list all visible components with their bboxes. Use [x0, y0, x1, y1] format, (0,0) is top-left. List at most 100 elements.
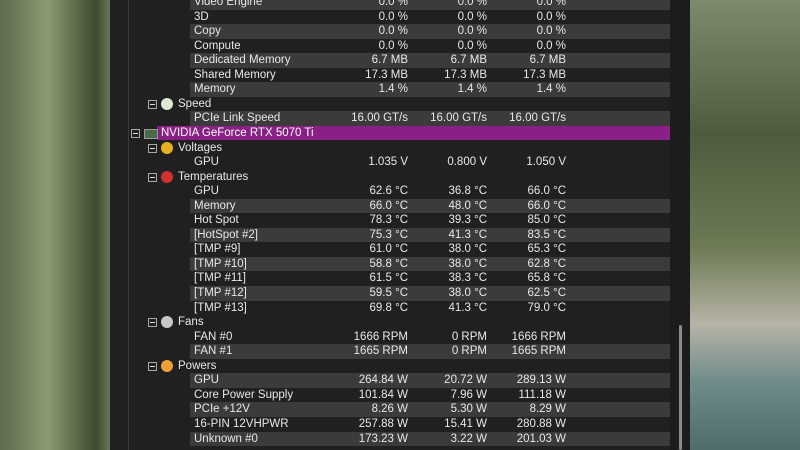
- group-row[interactable]: Fans: [0, 315, 670, 330]
- scroll-thumb[interactable]: [679, 325, 682, 450]
- current-value: 264.84 W: [358, 374, 408, 387]
- sensor-label: FAN #0: [194, 330, 233, 343]
- sensor-label: Unknown #0: [194, 432, 258, 445]
- sensor-row[interactable]: PCIe Link Speed 16.00 GT/s 16.00 GT/s 16.00…: [0, 111, 670, 126]
- min-value: 0.0 %: [457, 39, 487, 52]
- current-value: 1666 RPM: [353, 330, 408, 343]
- min-value: 6.7 MB: [450, 54, 487, 67]
- sensor-row[interactable]: [TMP #13] 69.8 °C 41.3 °C 79.0 °C: [0, 301, 670, 316]
- group-row[interactable]: Temperatures: [0, 170, 670, 185]
- row-stripe: [190, 256, 670, 272]
- current-value: 16.00 GT/s: [351, 112, 408, 125]
- max-value: 201.03 W: [516, 432, 566, 445]
- device-label: NVIDIA GeForce RTX 5070 Ti: [161, 126, 314, 139]
- device-icon: [144, 128, 158, 139]
- current-value: 0.0 %: [378, 0, 408, 8]
- sensor-row[interactable]: Memory 1.4 % 1.4 % 1.4 %: [0, 82, 670, 97]
- sensor-row[interactable]: Core Power Supply 101.84 W 7.96 W 111.18 W: [0, 388, 670, 403]
- scrollbar[interactable]: [670, 0, 690, 450]
- min-value: 36.8 °C: [448, 185, 487, 198]
- sensor-row[interactable]: Unknown #0 173.23 W 3.22 W 201.03 W: [0, 432, 670, 447]
- collapse-box[interactable]: [131, 128, 140, 138]
- current-value: 1665 RPM: [353, 345, 408, 358]
- sensor-label: 3D: [194, 10, 209, 23]
- row-stripe: [190, 111, 670, 126]
- min-value: 1.4 %: [457, 83, 487, 96]
- sensor-label: Hot Spot: [194, 214, 239, 227]
- min-value: 38.0 °C: [448, 257, 487, 270]
- row-stripe: [190, 373, 670, 388]
- group-icon: [161, 97, 173, 110]
- min-value: 38.3 °C: [448, 272, 487, 285]
- min-value: 39.3 °C: [448, 214, 487, 227]
- sensor-row[interactable]: PCIe +12V 8.26 W 5.30 W 8.29 W: [0, 402, 670, 417]
- sensor-row[interactable]: Shared Memory 17.3 MB 17.3 MB 17.3 MB: [0, 68, 670, 83]
- max-value: 0.0 %: [536, 25, 566, 38]
- max-value: 1.050 V: [526, 156, 566, 169]
- group-label: Speed: [178, 97, 212, 110]
- group-label: Voltages: [178, 141, 223, 154]
- sensor-label: Copy: [194, 25, 221, 38]
- sensor-row[interactable]: FAN #0 1666 RPM 0 RPM 1666 RPM: [0, 330, 670, 345]
- sensor-label: PCIe +12V: [194, 403, 250, 416]
- sensor-label: GPU: [194, 156, 219, 169]
- sensor-label: Dedicated Memory: [194, 54, 291, 67]
- current-value: 6.7 MB: [371, 54, 408, 67]
- current-value: 61.0 °C: [369, 243, 408, 256]
- sensor-row[interactable]: Hot Spot 78.3 °C 39.3 °C 85.0 °C: [0, 213, 670, 228]
- device-row[interactable]: NVIDIA GeForce RTX 5070 Ti: [0, 126, 670, 141]
- current-value: 1.035 V: [368, 156, 408, 169]
- max-value: 1666 RPM: [511, 330, 566, 343]
- sensor-row[interactable]: FAN #1 1665 RPM 0 RPM 1665 RPM: [0, 344, 670, 359]
- sensor-row[interactable]: Compute 0.0 % 0.0 % 0.0 %: [0, 39, 670, 54]
- sensor-row[interactable]: [TMP #11] 61.5 °C 38.3 °C 65.8 °C: [0, 271, 670, 286]
- group-row[interactable]: Voltages: [0, 141, 670, 156]
- collapse-box[interactable]: [148, 172, 157, 182]
- collapse-box[interactable]: [148, 143, 157, 153]
- sensor-row[interactable]: GPU 62.6 °C 36.8 °C 66.0 °C: [0, 184, 670, 199]
- group-icon: [161, 316, 173, 329]
- sensor-row[interactable]: 16-PIN 12VHPWR 257.88 W 15.41 W 280.88 W: [0, 417, 670, 432]
- row-stripe: [190, 53, 670, 68]
- min-value: 0.0 %: [457, 10, 487, 23]
- sensor-row[interactable]: GPU 264.84 W 20.72 W 289.13 W: [0, 373, 670, 388]
- sensor-label: [TMP #12]: [194, 287, 247, 299]
- min-value: 17.3 MB: [444, 68, 487, 81]
- current-value: 66.0 °C: [369, 199, 408, 212]
- min-value: 0.0 %: [457, 0, 487, 8]
- group-icon: [161, 359, 173, 372]
- sensor-label: GPU: [194, 374, 219, 387]
- collapse-box[interactable]: [148, 361, 157, 371]
- device-highlight: [157, 125, 670, 141]
- sensor-label: GPU: [194, 185, 219, 198]
- sensor-row[interactable]: 3D 0.0 % 0.0 % 0.0 %: [0, 10, 670, 25]
- collapse-box[interactable]: [148, 318, 157, 328]
- min-value: 7.96 W: [450, 388, 487, 401]
- sensor-row[interactable]: [TMP #10] 58.8 °C 38.0 °C 62.8 °C: [0, 257, 670, 272]
- max-value: 111.18 W: [518, 388, 566, 401]
- row-stripe: [190, 286, 670, 301]
- sensor-label: 16-PIN 12VHPWR: [194, 417, 289, 430]
- tree-line: [128, 0, 129, 450]
- sensor-row[interactable]: [TMP #12] 59.5 °C 38.0 °C 62.5 °C: [0, 286, 670, 301]
- sensor-row[interactable]: Memory 66.0 °C 48.0 °C 66.0 °C: [0, 199, 670, 214]
- group-label: Temperatures: [178, 170, 249, 183]
- group-row[interactable]: Powers: [0, 359, 670, 374]
- group-label: Powers: [178, 359, 217, 372]
- sensor-row[interactable]: GPU 1.035 V 0.800 V 1.050 V: [0, 155, 670, 170]
- sensor-row[interactable]: Copy 0.0 % 0.0 % 0.0 %: [0, 24, 670, 39]
- current-value: 257.88 W: [358, 417, 408, 430]
- sensor-row[interactable]: [HotSpot #2] 75.3 °C 41.3 °C 83.5 °C: [0, 228, 670, 243]
- max-value: 16.00 GT/s: [509, 112, 566, 125]
- sensor-row[interactable]: Dedicated Memory 6.7 MB 6.7 MB 6.7 MB: [0, 53, 670, 68]
- min-value: 0 RPM: [451, 330, 487, 343]
- sensor-row[interactable]: Video Engine 0.0 % 0.0 % 0.0 %: [0, 0, 670, 10]
- max-value: 289.13 W: [516, 374, 566, 387]
- max-value: 8.29 W: [529, 403, 566, 416]
- current-value: 101.84 W: [358, 388, 408, 401]
- sensor-label: FAN #1: [194, 345, 233, 358]
- sensor-row[interactable]: [TMP #9] 61.0 °C 38.0 °C 65.3 °C: [0, 242, 670, 257]
- group-row[interactable]: Speed: [0, 97, 670, 112]
- collapse-box[interactable]: [148, 99, 157, 109]
